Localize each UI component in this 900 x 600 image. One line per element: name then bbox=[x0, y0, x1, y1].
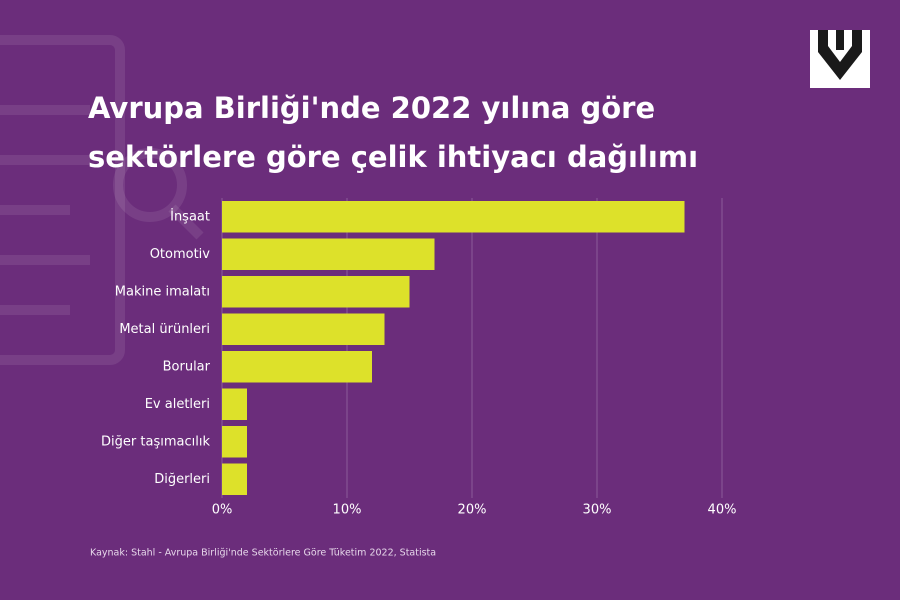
y-tick-label: Diğerleri bbox=[154, 472, 210, 487]
y-tick-label: Makine imalatı bbox=[115, 284, 210, 299]
chart-title: Avrupa Birliği'nde 2022 yılına göre sekt… bbox=[88, 91, 699, 174]
bar bbox=[222, 426, 247, 458]
x-tick-label: 30% bbox=[583, 503, 612, 518]
bar bbox=[222, 238, 435, 270]
background-icon bbox=[0, 35, 204, 365]
bar bbox=[222, 313, 385, 345]
bar bbox=[222, 388, 247, 420]
y-tick-label: Otomotiv bbox=[150, 247, 211, 262]
bar bbox=[222, 276, 410, 308]
x-tick-label: 10% bbox=[333, 503, 362, 518]
y-tick-label: İnşaat bbox=[170, 208, 210, 224]
x-tick-label: 0% bbox=[212, 503, 233, 518]
x-tick-label: 20% bbox=[458, 503, 487, 518]
y-tick-label: Diğer taşımacılık bbox=[101, 434, 210, 449]
bar bbox=[222, 351, 372, 383]
x-tick-label: 40% bbox=[708, 503, 737, 518]
y-tick-label: Ev aletleri bbox=[145, 397, 210, 412]
y-tick-label: Metal ürünleri bbox=[119, 322, 210, 337]
bar bbox=[222, 201, 685, 233]
logo bbox=[810, 30, 870, 88]
bar bbox=[222, 463, 247, 495]
y-tick-label: Borular bbox=[163, 359, 211, 374]
source-note: Kaynak: Stahl - Avrupa Birliği'nde Sektö… bbox=[90, 548, 436, 559]
